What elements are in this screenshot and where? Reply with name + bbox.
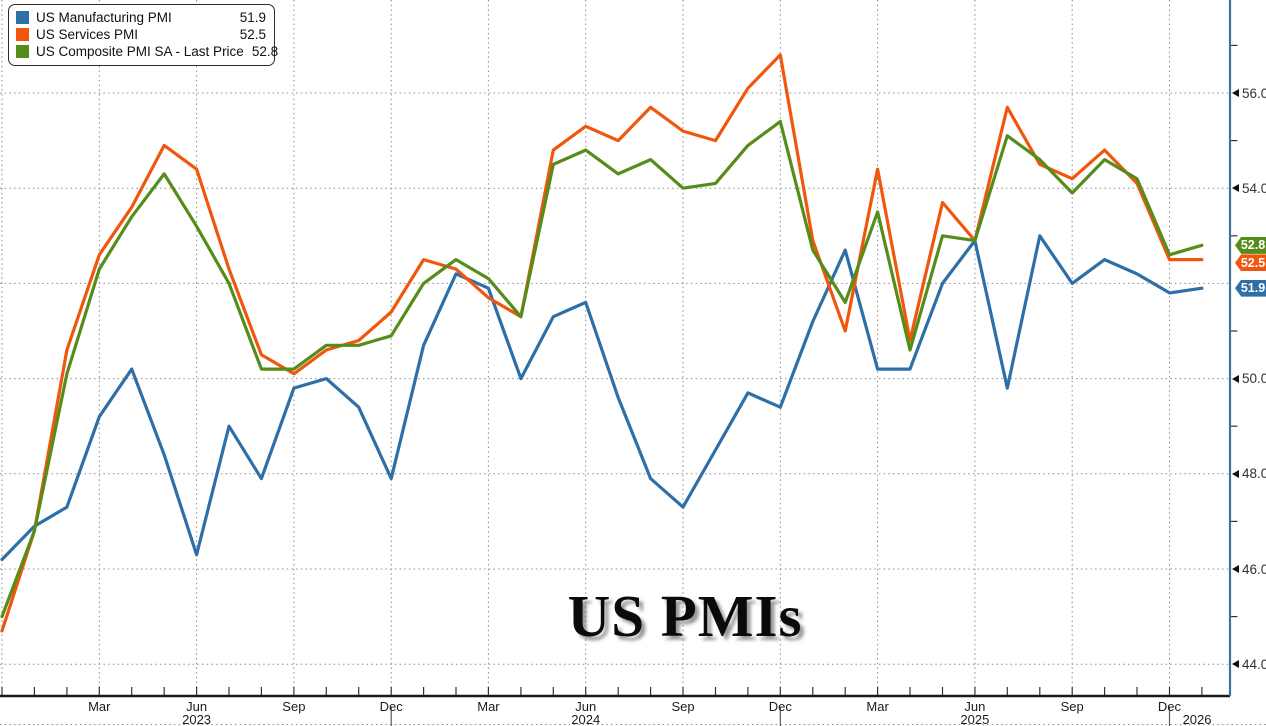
y-tick-label: 56.0 [1232, 85, 1266, 101]
composite-series-swatch-icon [16, 45, 29, 58]
tick-arrow-icon [1232, 374, 1239, 383]
legend-value: 51.9 [239, 10, 266, 25]
legend-label: US Services PMI [36, 27, 139, 42]
series-line [0, 53, 1204, 633]
x-month-label: Jun [186, 699, 208, 714]
x-month-label: Mar [88, 699, 111, 714]
legend-value: 52.8 [251, 44, 279, 59]
tick-arrow-icon [1232, 469, 1239, 478]
x-year-label: 2023 [182, 712, 212, 726]
x-year-label: 2025 [960, 712, 990, 726]
tick-arrow-icon [1232, 660, 1239, 669]
x-month-label: Dec [379, 699, 403, 714]
legend-label: US Composite PMI SA - Last Price [36, 44, 244, 59]
tick-arrow-icon [1232, 184, 1239, 193]
legend-item-manufacturing[interactable]: US Manufacturing PMI 51.9 [16, 9, 266, 26]
x-month-label: Dec [768, 699, 792, 714]
last-price-flag: 52.5 [1235, 254, 1266, 272]
manufacturing-series-swatch-icon [16, 11, 29, 24]
last-price-flag: 52.8 [1235, 236, 1266, 254]
x-month-label: Mar [477, 699, 500, 714]
legend-item-services[interactable]: US Services PMI 52.5 [16, 26, 266, 43]
tick-arrow-icon [1232, 89, 1239, 97]
y-tick-label: 50.0 [1232, 371, 1266, 387]
x-month-label: Jun [964, 699, 986, 714]
y-tick-label: 44.0 [1232, 656, 1266, 672]
x-month-label: Dec [1157, 699, 1182, 714]
x-year-label: 2024 [571, 712, 601, 726]
legend-label: US Manufacturing PMI [36, 10, 172, 25]
legend-item-composite[interactable]: US Composite PMI SA - Last Price 52.8 [16, 43, 278, 60]
x-month-label: Sep [1060, 699, 1084, 714]
services-series-swatch-icon [16, 28, 29, 41]
x-month-label: Sep [282, 699, 306, 714]
last-price-flag: 51.9 [1235, 279, 1266, 297]
y-tick-label: 48.0 [1232, 466, 1266, 482]
x-month-label: Jun [575, 699, 597, 714]
series-line [0, 234, 1204, 562]
series-line [0, 119, 1204, 619]
chart-legend: US Manufacturing PMI 51.9 US Services PM… [8, 4, 278, 66]
y-tick-label: 54.0 [1232, 180, 1266, 196]
chart-title: US PMIs [567, 583, 803, 649]
legend-value: 52.5 [239, 27, 266, 42]
tick-arrow-icon [1232, 565, 1239, 573]
x-month-label: Mar [866, 699, 889, 714]
y-tick-label: 46.0 [1232, 561, 1266, 577]
x-month-label: Sep [671, 699, 695, 714]
x-year-label: 2026 [1182, 712, 1212, 726]
